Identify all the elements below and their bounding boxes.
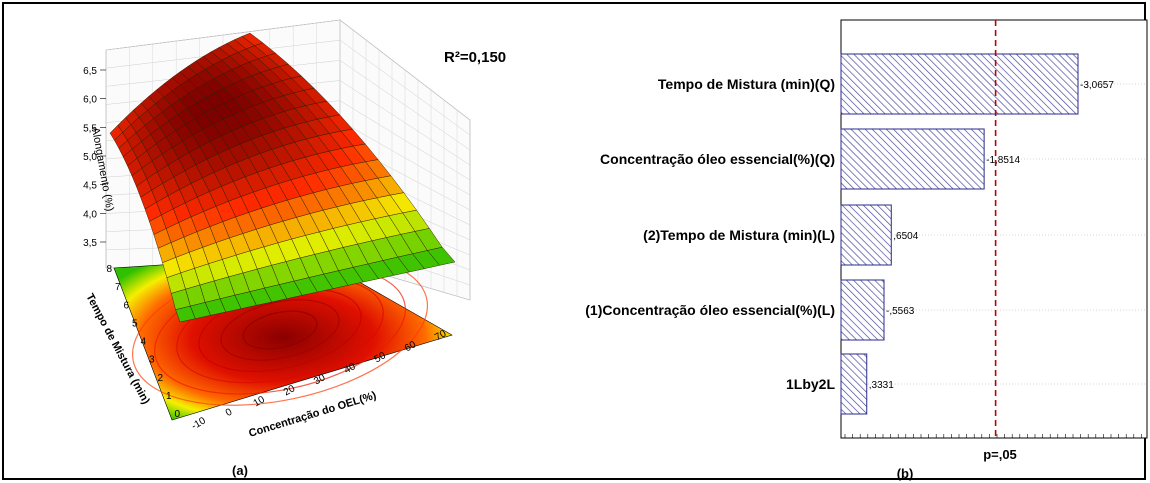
y-tick-label: 7	[115, 282, 121, 293]
pareto-category-labels: Tempo de Mistura (min)(Q) Concentração ól…	[585, 76, 835, 392]
category-label: 1Lby2L	[786, 376, 835, 392]
pareto-bar	[840, 204, 892, 266]
pareto-bar	[840, 279, 885, 341]
value-label: -,5563	[886, 306, 915, 317]
z-tick-label: 5,0	[83, 152, 97, 163]
y-tick-label: 1	[166, 391, 172, 402]
r-squared-annotation: R²=0,150	[444, 49, 506, 66]
x-tick-label: 50	[373, 350, 389, 365]
value-label: -1,8514	[986, 155, 1020, 166]
x-tick-label: 40	[342, 361, 358, 376]
y-tick-label: 2	[157, 373, 163, 384]
z-tick-label: 3,5	[83, 238, 97, 249]
value-label: -3,0657	[1080, 80, 1114, 91]
x-tick-label: 0	[224, 406, 235, 419]
x-axis-label: Concentração do OEL(%)	[247, 390, 378, 440]
z-axis-ticks: 3,5 4,0 4,5 5,0 5,5 6,0 6,5	[83, 66, 106, 249]
value-label: ,3331	[869, 380, 894, 391]
category-label: (1)Concentração óleo essencial(%)(L)	[585, 302, 835, 318]
p-threshold-label: p=,05	[983, 447, 1017, 462]
pareto-bars	[840, 53, 1079, 415]
pareto-value-labels: -3,0657 -1,8514 ,6504 -,5563 ,3331	[869, 80, 1115, 391]
pareto-bar	[840, 53, 1079, 115]
panel-b-pareto-chart: Tempo de Mistura (min)(Q) Concentração ól…	[585, 19, 1148, 481]
panel-a-caption: (a)	[232, 463, 248, 478]
pareto-bar	[840, 353, 868, 415]
x-tick-label: 30	[312, 372, 328, 387]
z-tick-label: 5,5	[83, 123, 97, 134]
response-surface	[109, 32, 456, 323]
y-tick-label: 0	[174, 409, 180, 420]
y-tick-label: 5	[132, 318, 138, 329]
x-tick-label: 20	[282, 383, 298, 398]
category-label: Tempo de Mistura (min)(Q)	[658, 76, 835, 92]
z-tick-label: 4,5	[83, 181, 97, 192]
pareto-bar	[840, 128, 985, 190]
panel-b-caption: (b)	[897, 466, 914, 481]
x-tick-label: 60	[403, 339, 419, 354]
z-tick-label: 4,0	[83, 209, 97, 220]
pareto-x-ticks	[844, 434, 1142, 438]
z-tick-label: 6,5	[83, 66, 97, 77]
x-axis-ticks: -10 0 10 20 30 40 50 60 70	[190, 328, 449, 432]
category-label: Concentração óleo essencial(%)(Q)	[600, 151, 835, 167]
x-tick-label: 10	[252, 394, 268, 409]
category-label: (2)Tempo de Mistura (min)(L)	[643, 227, 835, 243]
y-tick-label: 6	[123, 300, 129, 311]
y-tick-label: 8	[106, 264, 112, 275]
x-tick-label: 70	[433, 328, 449, 343]
y-tick-label: 3	[149, 355, 155, 366]
value-label: ,6504	[893, 231, 918, 242]
x-tick-label: -10	[190, 415, 208, 432]
z-tick-label: 6,0	[83, 95, 97, 106]
y-tick-label: 4	[140, 337, 146, 348]
